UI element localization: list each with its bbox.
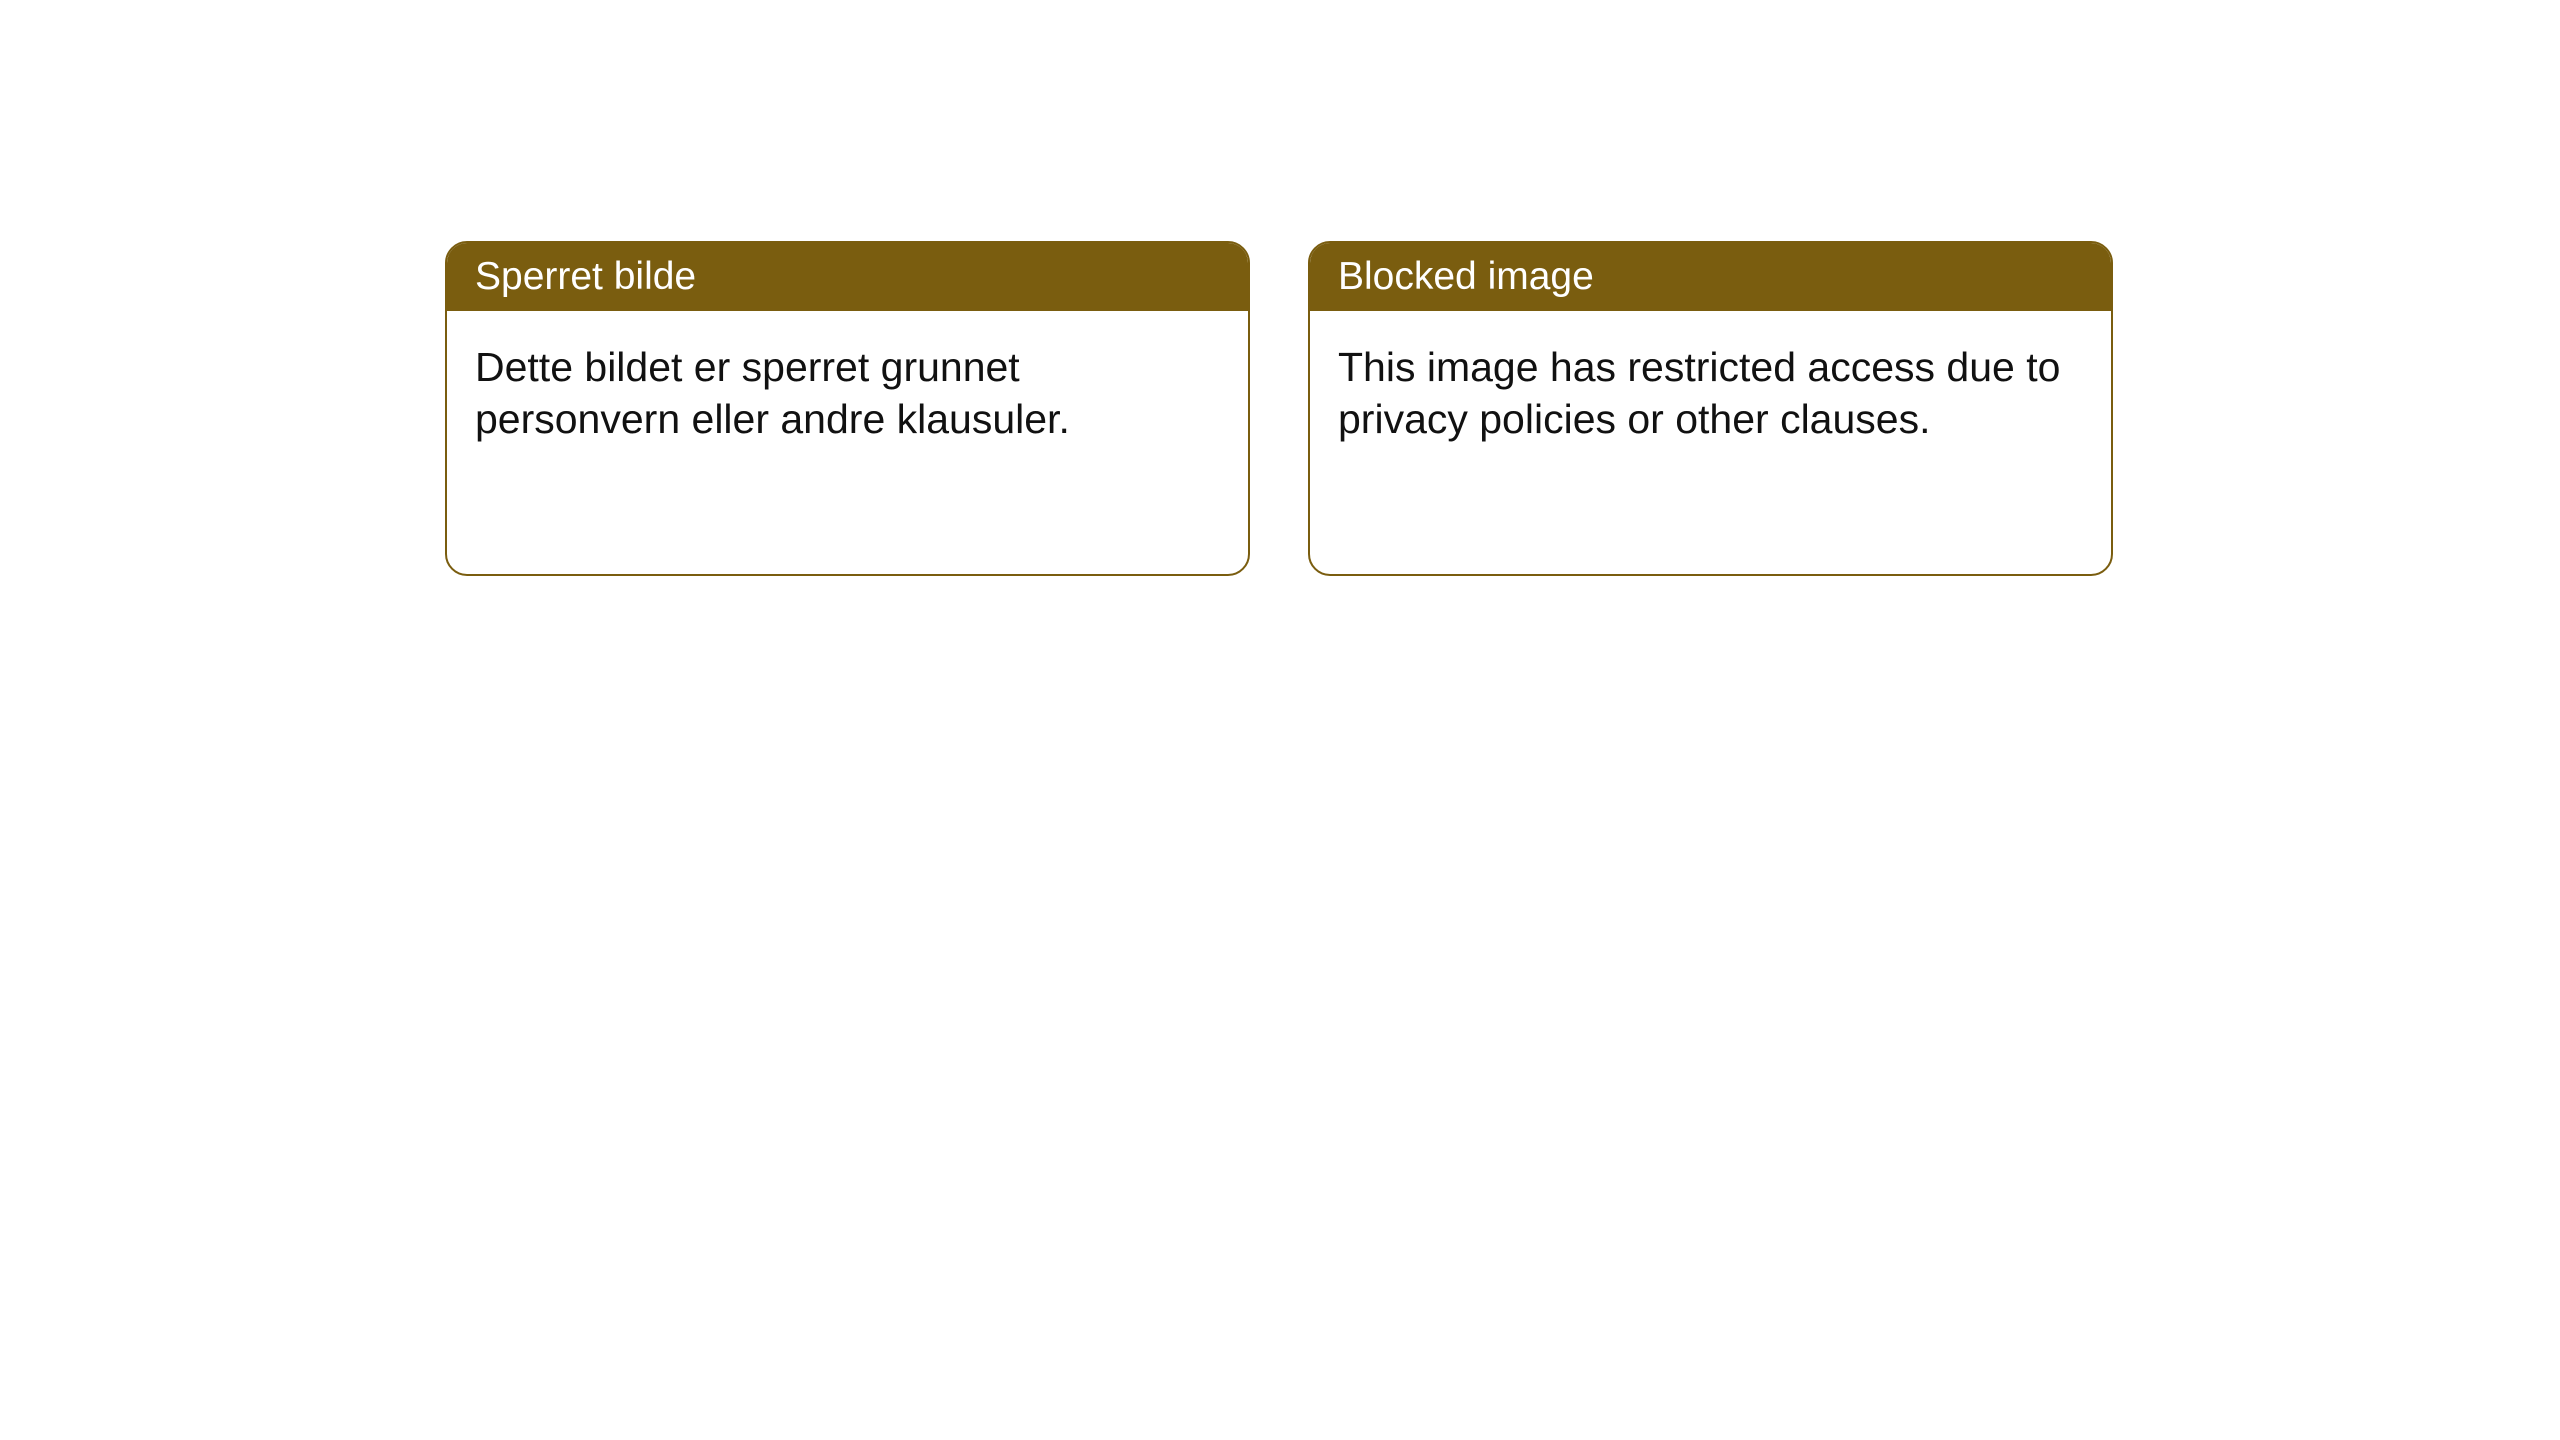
notice-header: Sperret bilde <box>447 243 1248 311</box>
notice-container: Sperret bilde Dette bildet er sperret gr… <box>0 0 2560 576</box>
notice-header: Blocked image <box>1310 243 2111 311</box>
notice-card-english: Blocked image This image has restricted … <box>1308 241 2113 576</box>
notice-card-norwegian: Sperret bilde Dette bildet er sperret gr… <box>445 241 1250 576</box>
notice-body: Dette bildet er sperret grunnet personve… <box>447 311 1248 475</box>
notice-body: This image has restricted access due to … <box>1310 311 2111 475</box>
